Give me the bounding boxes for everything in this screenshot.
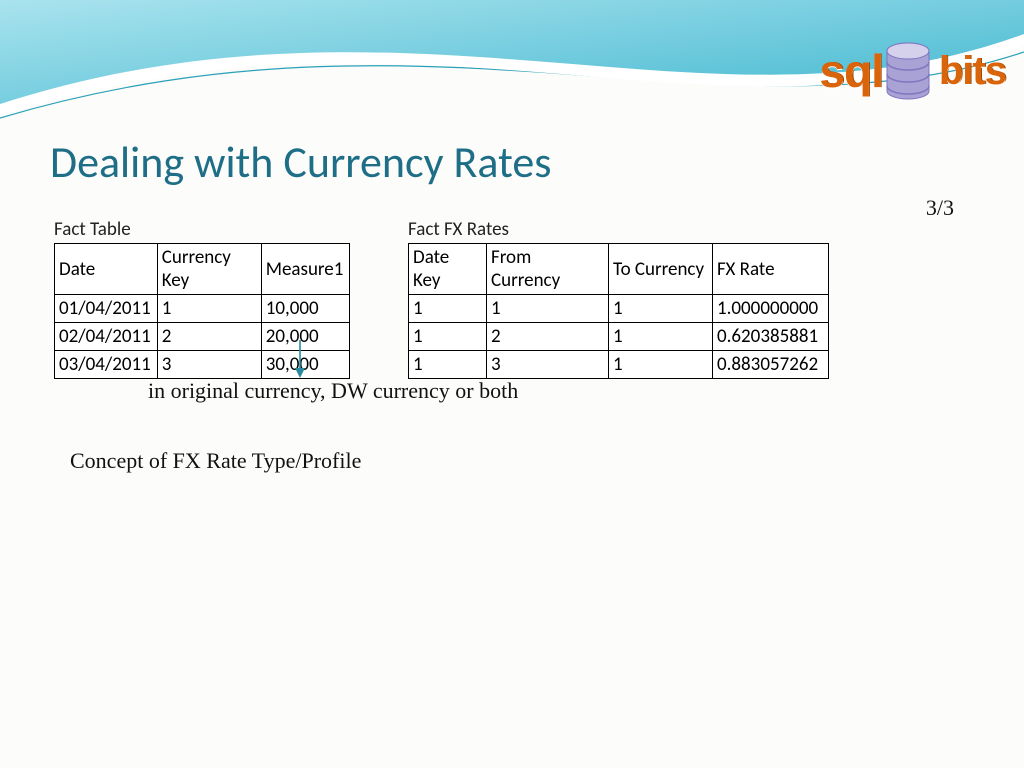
note-fx-rate-profile: Concept of FX Rate Type/Profile	[70, 448, 361, 474]
column-header: From Currency	[487, 244, 609, 295]
column-header: Measure1	[261, 244, 350, 295]
table-row: 01/04/2011110,000	[55, 295, 350, 323]
table-cell: 01/04/2011	[55, 295, 158, 323]
fx-table-region: Fact FX Rates Date KeyFrom CurrencyTo Cu…	[408, 218, 829, 379]
note-currency-storage: in original currency, DW currency or bot…	[148, 378, 518, 404]
table-cell: 3	[487, 351, 609, 379]
fact-table-label: Fact Table	[54, 218, 350, 241]
table-cell: 1	[409, 323, 487, 351]
sqlbits-logo: sql bits	[819, 42, 1006, 100]
page-indicator: 3/3	[926, 195, 954, 221]
table-cell: 1	[487, 295, 609, 323]
table-cell: 10,000	[261, 295, 350, 323]
table-cell: 1	[157, 295, 261, 323]
table-cell: 3	[157, 351, 261, 379]
arrow-down-icon	[293, 340, 307, 378]
table-cell: 1	[609, 323, 713, 351]
fx-rates-table: Date KeyFrom CurrencyTo CurrencyFX Rate1…	[408, 243, 829, 379]
database-icon	[885, 42, 931, 100]
table-row: 1310.883057262	[409, 351, 829, 379]
table-cell: 0.883057262	[713, 351, 829, 379]
column-header: To Currency	[609, 244, 713, 295]
table-cell: 2	[487, 323, 609, 351]
table-cell: 1	[609, 351, 713, 379]
table-cell: 1	[409, 351, 487, 379]
column-header: Currency Key	[157, 244, 261, 295]
table-cell: 1	[609, 295, 713, 323]
table-cell: 02/04/2011	[55, 323, 158, 351]
fx-table-label: Fact FX Rates	[408, 218, 829, 241]
logo-text-bits: bits	[939, 49, 1006, 94]
column-header: Date	[55, 244, 158, 295]
table-row: 1210.620385881	[409, 323, 829, 351]
logo-text-sql: sql	[819, 44, 882, 98]
slide-title: Dealing with Currency Rates	[50, 135, 551, 189]
table-row: 1111.000000000	[409, 295, 829, 323]
table-cell: 0.620385881	[713, 323, 829, 351]
table-cell: 2	[157, 323, 261, 351]
column-header: FX Rate	[713, 244, 829, 295]
column-header: Date Key	[409, 244, 487, 295]
table-cell: 03/04/2011	[55, 351, 158, 379]
table-cell: 1.000000000	[713, 295, 829, 323]
table-cell: 1	[409, 295, 487, 323]
